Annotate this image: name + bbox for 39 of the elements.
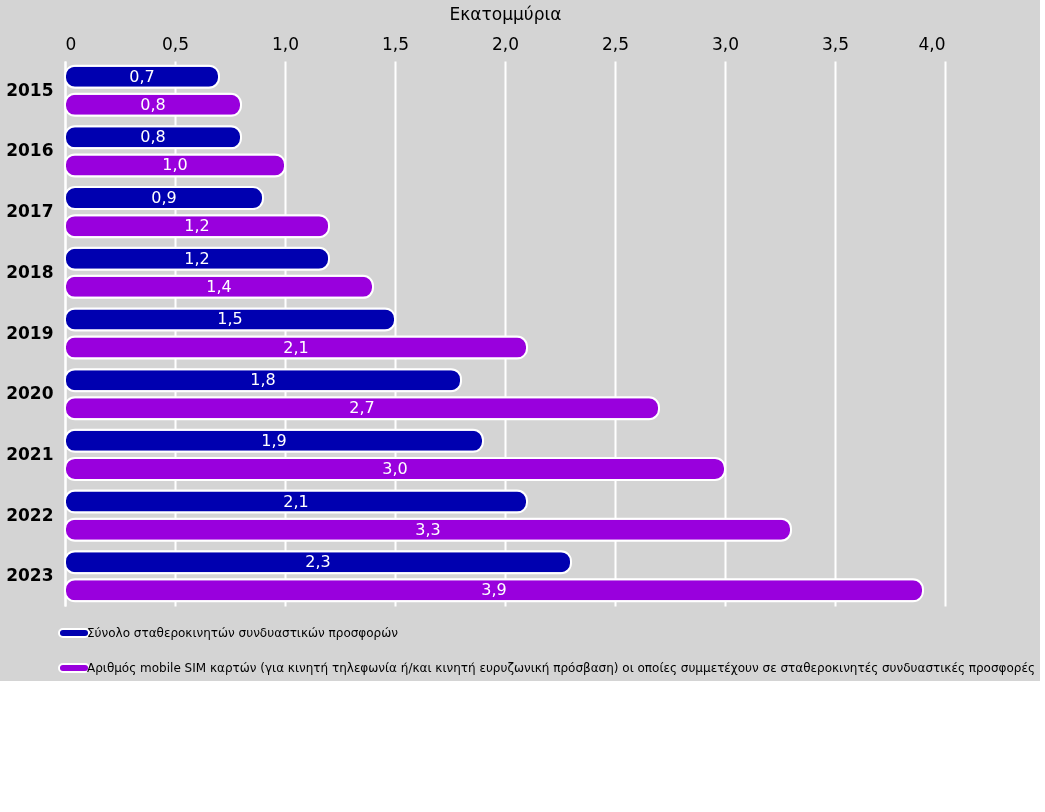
data-label: 3,9 xyxy=(481,580,507,600)
x-tick-label: 3,5 xyxy=(821,33,850,54)
data-label: 1,5 xyxy=(217,309,243,329)
data-label: 2,7 xyxy=(349,398,375,418)
data-label: 0,7 xyxy=(129,66,155,86)
x-tick-label: 1,0 xyxy=(271,33,300,54)
data-label: 0,8 xyxy=(140,127,166,147)
y-tick-label: 2021 xyxy=(6,443,54,464)
data-label: 1,2 xyxy=(184,216,210,236)
y-tick-label: 2023 xyxy=(6,565,54,586)
data-label: 3,3 xyxy=(415,519,441,539)
data-label: 2,1 xyxy=(283,337,309,357)
x-tick-label: 2,0 xyxy=(491,33,520,54)
x-tick-label: 0 xyxy=(65,33,77,54)
data-label: 1,4 xyxy=(206,276,232,296)
y-tick-label: 2019 xyxy=(6,322,54,343)
data-label: 1,2 xyxy=(184,248,210,268)
x-tick-label: 1,5 xyxy=(381,33,410,54)
data-label: 3,0 xyxy=(382,458,408,478)
y-tick-label: 2017 xyxy=(6,201,54,222)
x-tick-label: 0,5 xyxy=(161,33,190,54)
y-tick-label: 2020 xyxy=(6,383,54,404)
y-tick-label: 2018 xyxy=(6,261,54,282)
data-label: 2,3 xyxy=(305,552,331,572)
x-tick-label: 3,0 xyxy=(711,33,740,54)
data-label: 0,9 xyxy=(151,188,177,208)
data-label: 1,8 xyxy=(250,370,276,390)
data-label: 0,8 xyxy=(140,94,166,114)
y-tick-label: 2016 xyxy=(6,140,54,161)
x-tick-label: 2,5 xyxy=(601,33,630,54)
data-label: 1,0 xyxy=(162,155,188,175)
legend-label: Σύνολο σταθεροκινητών συνδυαστικών προσφορών xyxy=(87,626,399,640)
x-tick-label: 4,0 xyxy=(918,33,946,54)
y-tick-label: 2015 xyxy=(6,79,54,100)
x-axis-title: Εκατομμύρια xyxy=(449,3,562,24)
y-tick-label: 2022 xyxy=(6,504,54,525)
data-label: 2,1 xyxy=(283,491,309,511)
data-label: 1,9 xyxy=(261,430,287,450)
legend-label: Αριθμός mobile SIM καρτών (για κινητή τηλεφωνία ή/και κινητή ευρυζωνική πρόσβαση) οι οποίες συμμετέχουν σε σταθεροκινητές συνδυαστικές προσφορές xyxy=(87,661,1035,675)
